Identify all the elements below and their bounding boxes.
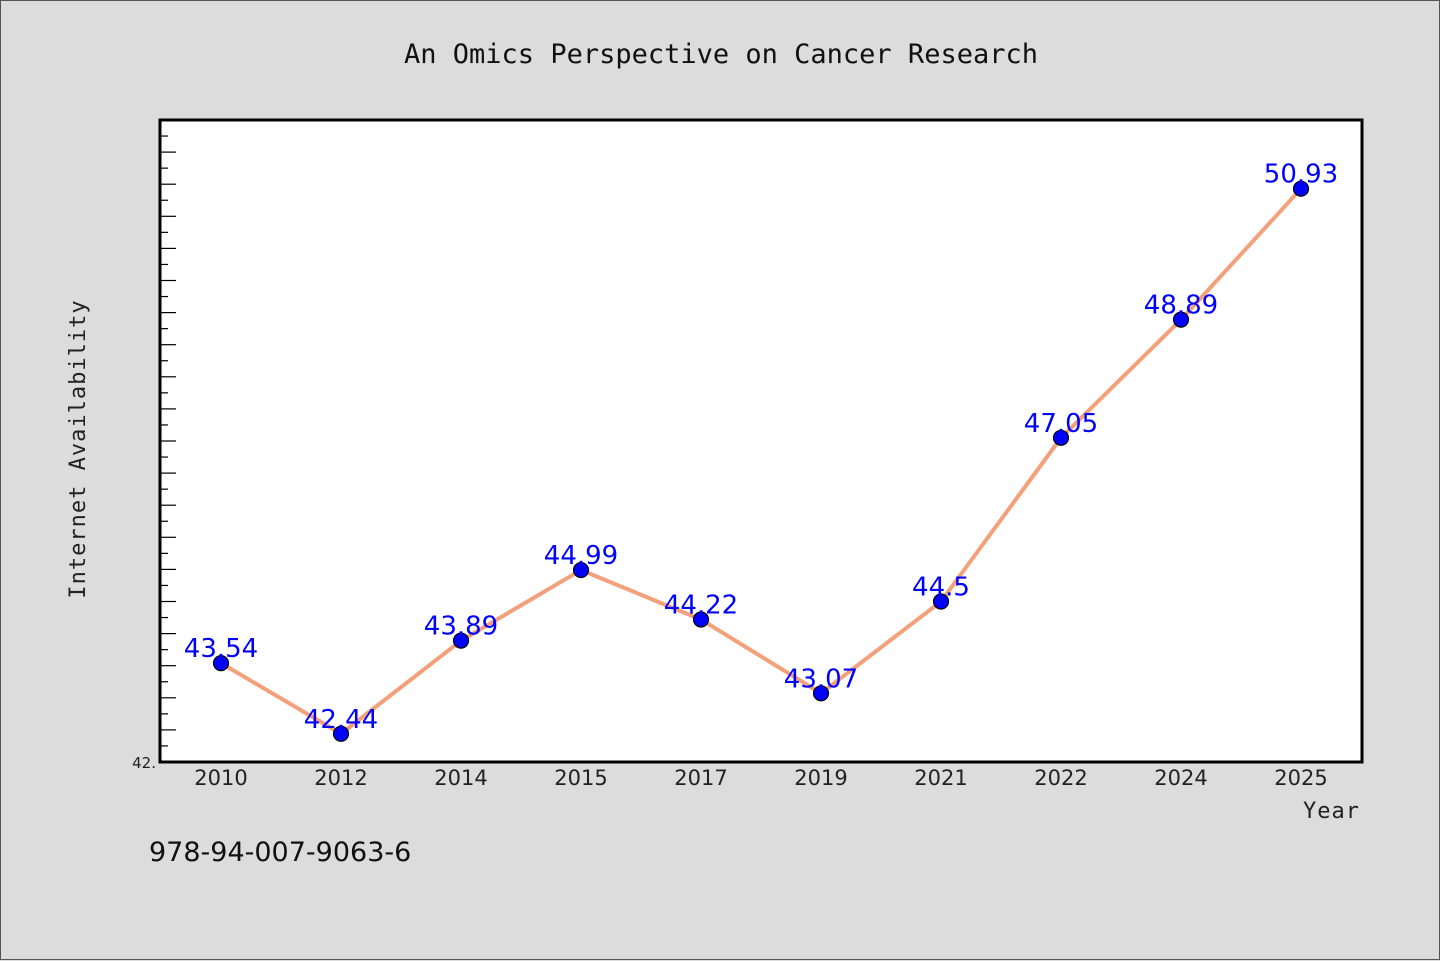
data-point (692, 611, 710, 628)
data-label: 43.89 (424, 612, 498, 642)
x-tick-label: 2022 (1034, 766, 1087, 790)
data-point (452, 632, 470, 649)
y-axis-ticks (160, 119, 176, 763)
x-tick-label: 2012 (314, 766, 367, 790)
x-tick-label: 2014 (434, 766, 487, 790)
data-label: 44.22 (664, 590, 738, 620)
x-axis-label: Year (1303, 799, 1360, 824)
data-point (1052, 429, 1070, 446)
x-tick-label: 2010 (194, 766, 247, 790)
x-tick-label: 2015 (554, 766, 607, 790)
x-tick-label: 2024 (1154, 766, 1207, 790)
data-point (932, 593, 950, 610)
data-label: 43.54 (184, 634, 258, 664)
data-label: 50.93 (1264, 160, 1338, 190)
isbn-footer: 978-94-007-9063-6 (149, 837, 412, 868)
x-tick-label: 2019 (794, 766, 847, 790)
data-label: 47.05 (1024, 409, 1098, 439)
y-axis-label: Internet Availability (66, 299, 91, 598)
data-point (812, 685, 830, 702)
data-label: 44.5 (912, 573, 970, 603)
data-label: 42.44 (304, 705, 378, 735)
data-label: 44.99 (544, 541, 618, 571)
data-point (1292, 180, 1310, 197)
x-tick-label: 2025 (1274, 766, 1327, 790)
data-labels: 43.54 42.44 43.89 44.99 44.22 43.07 44.5 47.05 4… (184, 160, 1338, 735)
data-point (1172, 311, 1190, 328)
data-label: 43.07 (784, 664, 858, 694)
y-tick-label: 42. (132, 754, 156, 772)
series-line (219, 187, 1303, 736)
x-axis-ticks: 2010 2012 2014 2015 2017 2019 2021 2022 2024 2025 (194, 766, 1327, 790)
chart-title: An Omics Perspective on Cancer Research (404, 39, 1038, 70)
data-point (572, 561, 590, 579)
data-markers (212, 180, 1310, 742)
data-point (332, 725, 350, 742)
x-tick-label: 2017 (674, 766, 727, 790)
data-point (212, 655, 230, 672)
plot-area (158, 118, 1364, 764)
data-label: 48.89 (1144, 291, 1218, 321)
x-tick-label: 2021 (914, 766, 967, 790)
